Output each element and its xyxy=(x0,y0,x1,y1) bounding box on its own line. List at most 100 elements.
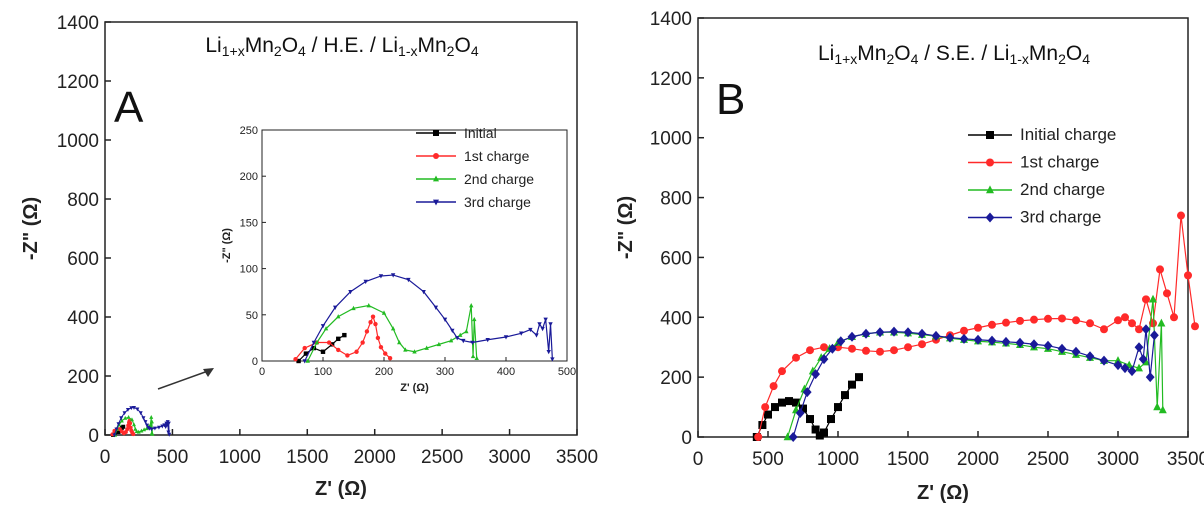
data-point xyxy=(945,332,955,343)
data-point xyxy=(139,428,144,433)
data-point xyxy=(333,305,338,310)
data-point xyxy=(875,327,885,338)
data-point xyxy=(1086,319,1094,328)
y-axis-label: -Z" (Ω) xyxy=(20,197,42,260)
data-point xyxy=(855,373,863,382)
panel-b: 0 500 1000 1500 2000 2500 3000 3500 0 200 400 600 80… xyxy=(615,9,1204,504)
y-axis-label: -Z" (Ω) xyxy=(615,196,637,259)
data-point xyxy=(323,326,329,331)
y-tick-label: 100 xyxy=(240,264,258,276)
data-point xyxy=(336,347,341,353)
data-point xyxy=(792,353,800,362)
data-point xyxy=(758,421,767,430)
data-point xyxy=(519,331,524,336)
y-tick-label: 200 xyxy=(240,171,258,183)
legend-label: 2nd charge xyxy=(464,171,534,187)
title-text: O xyxy=(1066,42,1082,65)
x-tick-label: 0 xyxy=(100,447,111,468)
data-point xyxy=(1128,319,1136,328)
data-point xyxy=(792,398,800,407)
data-point xyxy=(815,431,824,440)
data-point xyxy=(455,336,460,341)
data-point xyxy=(125,427,130,432)
data-point xyxy=(135,407,140,412)
data-point xyxy=(537,322,542,327)
data-point xyxy=(472,316,477,322)
data-point xyxy=(1142,357,1150,366)
data-point xyxy=(931,330,941,341)
data-point xyxy=(119,418,124,423)
y-tick-label: 1200 xyxy=(650,69,692,90)
data-point xyxy=(129,417,134,422)
data-point xyxy=(133,426,138,431)
data-point xyxy=(1142,295,1150,304)
data-point xyxy=(834,403,842,412)
data-point xyxy=(125,408,130,412)
data-point xyxy=(1191,322,1199,331)
data-point xyxy=(1158,405,1167,414)
data-point xyxy=(378,344,384,350)
data-point xyxy=(806,415,814,424)
data-point xyxy=(123,415,128,420)
data-point xyxy=(543,317,548,322)
data-point xyxy=(1163,289,1171,298)
x-axis-label: Z' (Ω) xyxy=(400,382,429,394)
data-point xyxy=(1113,360,1123,371)
data-point xyxy=(373,321,378,327)
y-tick-label: 0 xyxy=(88,426,99,447)
data-point xyxy=(364,329,370,334)
legend-label: 3rd charge xyxy=(1020,208,1101,227)
y-tick-label: 0 xyxy=(252,356,258,368)
data-point xyxy=(548,322,553,327)
data-point xyxy=(802,387,812,398)
title-subscript: 2 xyxy=(1058,51,1066,67)
data-point xyxy=(366,303,371,308)
inset-background xyxy=(262,130,567,361)
data-point xyxy=(383,351,388,356)
data-point xyxy=(1016,316,1024,325)
data-point xyxy=(783,432,792,441)
data-point xyxy=(918,340,926,349)
y-tick-label: 250 xyxy=(240,125,258,137)
data-point xyxy=(836,336,846,347)
data-point xyxy=(138,411,143,416)
data-point xyxy=(485,337,490,343)
data-point xyxy=(375,335,381,341)
data-point xyxy=(1150,330,1159,341)
data-point xyxy=(764,410,772,419)
y-tick-label: 200 xyxy=(67,367,99,388)
data-point xyxy=(433,305,439,310)
data-point xyxy=(1177,211,1185,220)
data-point xyxy=(303,351,309,356)
series-line xyxy=(307,304,478,362)
data-point xyxy=(474,355,479,360)
data-point xyxy=(903,327,913,338)
title-text: / S.E. / Li xyxy=(918,42,1009,65)
data-point xyxy=(345,353,350,358)
x-tick-label: 3500 xyxy=(1167,449,1204,470)
data-point xyxy=(861,328,871,339)
title-subscript: 4 xyxy=(1082,51,1090,67)
data-point xyxy=(1153,402,1162,411)
data-point xyxy=(1071,346,1081,357)
data-point xyxy=(143,420,148,425)
data-point xyxy=(1149,294,1157,303)
x-tick-label: 500 xyxy=(157,447,189,468)
data-point xyxy=(974,323,982,332)
data-point xyxy=(305,358,310,363)
y-tick-label: 600 xyxy=(67,249,99,270)
data-point xyxy=(470,353,476,359)
data-point xyxy=(1015,337,1025,348)
data-point xyxy=(848,344,856,353)
data-point xyxy=(166,421,171,426)
x-tick-label: 500 xyxy=(558,366,576,378)
data-point xyxy=(795,408,805,419)
data-point xyxy=(112,433,117,438)
data-point xyxy=(131,422,136,427)
inset-arrow-line xyxy=(157,370,209,390)
data-point xyxy=(387,356,393,361)
data-point xyxy=(1114,316,1122,325)
x-tick-label: 200 xyxy=(375,366,393,378)
chart-title: Li1+xMn2O4 / H.E. / Li1-xMn2O4 xyxy=(205,34,478,59)
data-point xyxy=(311,340,317,346)
